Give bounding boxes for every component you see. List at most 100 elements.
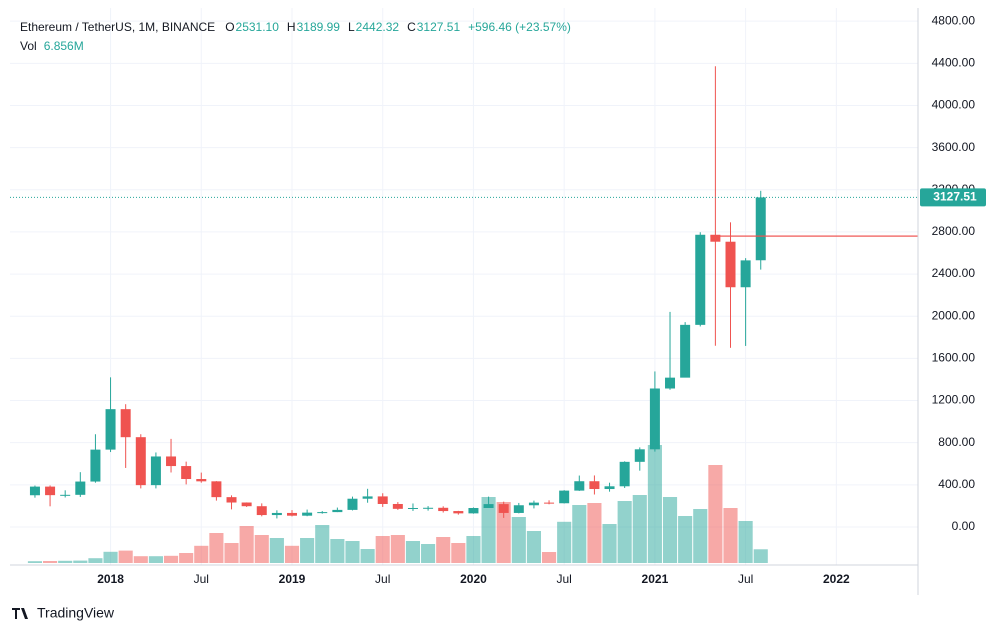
- volume-bar: [647, 445, 662, 563]
- volume-bar: [708, 465, 723, 563]
- volume-bar: [148, 556, 163, 563]
- volume-bar: [753, 549, 768, 563]
- candle-body: [710, 234, 721, 242]
- candle-body: [574, 481, 585, 491]
- x-tick-label: Jul: [557, 572, 572, 586]
- candle-body: [483, 504, 494, 508]
- y-tick-label: 400.00: [938, 477, 975, 491]
- volume-bar: [451, 543, 466, 563]
- candle-body: [150, 456, 161, 486]
- candle-body: [528, 502, 539, 506]
- candle-body: [604, 486, 615, 490]
- ohlc-value: 3127.51: [417, 20, 461, 34]
- candle-layer: [10, 66, 918, 519]
- volume-bar: [632, 495, 647, 563]
- volume-bar: [541, 552, 557, 563]
- x-tick-label: Jul: [375, 572, 390, 586]
- volume-bar: [390, 535, 405, 563]
- x-tick-label: Jul: [194, 572, 209, 586]
- candle-body: [377, 496, 388, 504]
- candle-body: [468, 507, 479, 514]
- volume-bar: [118, 550, 133, 563]
- ohlc-label: O: [225, 20, 234, 34]
- volume-bar: [254, 535, 269, 563]
- volume-bar: [269, 538, 284, 563]
- candle-body: [241, 502, 252, 507]
- brand: TradingView: [37, 605, 115, 621]
- candle-body: [513, 505, 524, 513]
- y-tick-label: 4800.00: [932, 13, 976, 27]
- volume-bar: [27, 561, 43, 563]
- volume-bar: [481, 497, 496, 563]
- candle-body: [423, 507, 434, 509]
- candle-body: [453, 511, 464, 514]
- last-price-label: 3127.51: [933, 190, 977, 204]
- candle-body: [559, 490, 570, 504]
- candle-body: [287, 512, 298, 516]
- candle-body: [45, 486, 56, 496]
- volume-bar: [405, 541, 421, 563]
- volume-bar: [526, 531, 541, 563]
- y-tick-label: 1600.00: [932, 351, 976, 365]
- volume-bar: [163, 555, 179, 563]
- volume-bar: [421, 544, 436, 563]
- volume-bar: [73, 560, 88, 563]
- y-tick-label: 800.00: [938, 435, 975, 449]
- candle-body: [589, 481, 600, 490]
- volume-bar: [194, 545, 209, 563]
- candle-body: [317, 512, 328, 514]
- x-tick-label: 2021: [642, 572, 669, 586]
- x-tick-label: 2019: [279, 572, 306, 586]
- candle-body: [332, 509, 343, 513]
- volume-bar: [315, 525, 330, 563]
- candle-body: [105, 409, 116, 450]
- candle-body: [634, 449, 645, 462]
- candle-body: [619, 461, 630, 487]
- volume-bar: [678, 516, 693, 563]
- ohlc-value: 2442.32: [356, 20, 400, 34]
- y-tick-label: 3600.00: [932, 140, 976, 154]
- candle-body: [181, 466, 192, 480]
- volume-bar: [133, 556, 148, 563]
- candle-body: [649, 388, 660, 450]
- volume-bar: [239, 526, 254, 563]
- volume-bar: [179, 553, 194, 563]
- candle-body: [392, 503, 403, 509]
- candle-body: [271, 512, 282, 516]
- volume-bar: [88, 558, 103, 563]
- volume-bar: [572, 505, 587, 563]
- x-tick-label: 2018: [97, 572, 124, 586]
- candle-body: [740, 260, 751, 288]
- x-tick-label: Jul: [738, 572, 753, 586]
- ohlc-label: H: [287, 20, 296, 34]
- volume-bar: [602, 524, 617, 563]
- candle-body: [226, 497, 237, 503]
- candle-body: [725, 241, 736, 288]
- last-price-tag: [920, 188, 986, 207]
- volume-bar: [723, 508, 738, 563]
- candle-body: [680, 324, 691, 378]
- y-tick-label: 2000.00: [932, 308, 976, 322]
- candle-body: [544, 502, 555, 504]
- candle-body: [256, 506, 267, 516]
- candle-body: [135, 437, 146, 486]
- volume-bar: [330, 539, 345, 563]
- volume-bar: [360, 549, 375, 563]
- y-tick-label: 0.00: [952, 519, 976, 533]
- logo: TradingView: [12, 605, 115, 621]
- volume-bar: [662, 497, 678, 563]
- ohlc-label: L: [348, 20, 355, 34]
- x-tick-label: 2022: [823, 572, 850, 586]
- candle-body: [695, 234, 706, 325]
- volume-bar: [375, 536, 390, 563]
- legend-header: Ethereum / TetherUS, 1M, BINANCE O 2531.10…: [20, 20, 571, 53]
- volume-bar: [436, 537, 451, 563]
- volume-bar: [224, 543, 239, 563]
- volume-bar: [466, 536, 481, 563]
- y-tick-label: 4000.00: [932, 98, 976, 112]
- candle-body: [120, 409, 131, 438]
- candle-body: [166, 456, 177, 467]
- volume-bar: [738, 521, 753, 563]
- y-tick-label: 1200.00: [932, 393, 976, 407]
- axes: 0.00 400.00 800.00 1200.00 1600.00 2000.00 240…: [97, 13, 986, 586]
